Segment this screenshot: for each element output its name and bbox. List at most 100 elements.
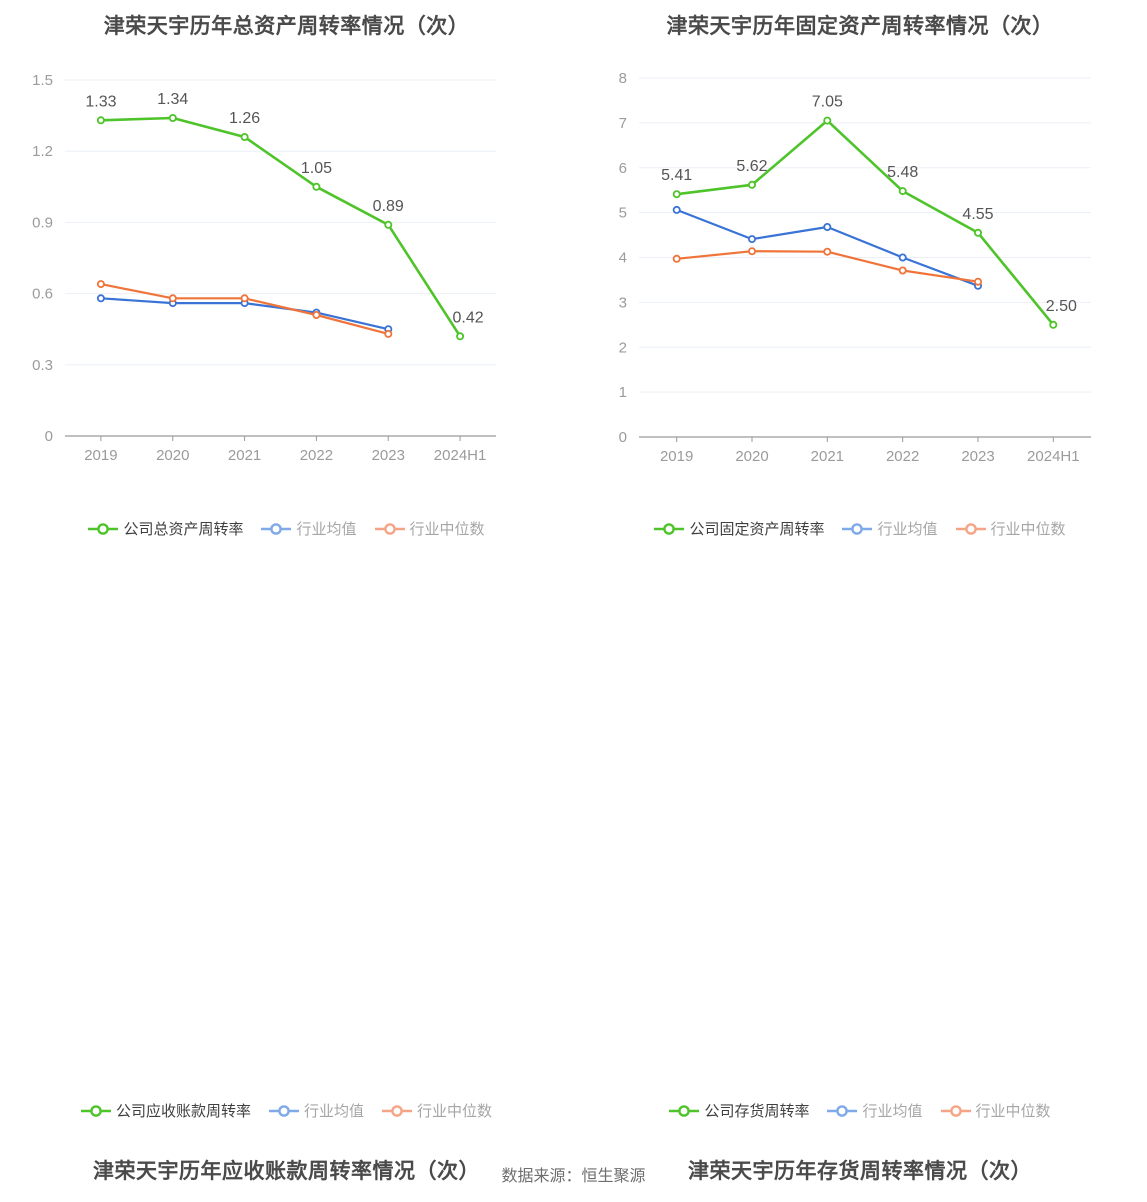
x-axis-tick-label: 2022 — [886, 448, 919, 465]
x-axis-tick-label: 2019 — [660, 448, 693, 465]
legend-marker-icon — [268, 1104, 299, 1117]
legend-item[interactable]: 行业均值 — [842, 518, 938, 539]
chart-panel-total-asset-turnover: 津荣天宇历年总资产周转率情况（次） 0 0.3 0.6 0.9 1.2 1.5 2019 20… — [0, 0, 573, 570]
y-axis-tick-label: 0.3 — [32, 357, 53, 374]
x-axis-tick-label: 2022 — [300, 447, 333, 464]
legend-marker-icon — [940, 1104, 971, 1117]
legend-marker-icon — [382, 1104, 412, 1117]
legend-marker-icon — [374, 522, 405, 535]
data-point-label: 1.34 — [157, 91, 188, 108]
x-axis-tick-label: 2021 — [228, 447, 261, 464]
chart-title: 津荣天宇历年应收账款周转率情况（次） — [93, 1160, 480, 1183]
legend-label: 行业均值 — [296, 521, 357, 538]
series-point-marker — [96, 294, 105, 303]
chart-legend: 公司存货周转率 行业均值 行业中位数 — [573, 1100, 1147, 1121]
series-point-marker — [898, 187, 907, 196]
series-line — [675, 250, 980, 283]
series-point-marker — [672, 254, 681, 263]
legend-label: 公司存货周转率 — [704, 1103, 810, 1120]
y-axis-tick-label: 4 — [619, 250, 627, 267]
legend-label: 公司应收账款周转率 — [115, 1103, 251, 1120]
line-chart-total-asset-turnover: 0 0.3 0.6 0.9 1.2 1.5 2019 2020 2021 2022 2023 2024… — [32, 72, 496, 464]
line-chart-receivables-turnover: 0123456201920202021202220232024H15.325.0… — [0, 570, 573, 1150]
data-point-label: 5.41 — [661, 167, 692, 184]
chart-title: 津荣天宇历年总资产周转率情况（次） — [103, 15, 470, 38]
y-axis-tick-label: 5 — [619, 205, 627, 222]
series-line — [99, 116, 462, 338]
y-axis-tick-label: 0 — [619, 429, 627, 446]
series-point-marker — [672, 205, 681, 214]
series-point-marker — [823, 116, 832, 125]
legend-item[interactable]: 行业中位数 — [955, 518, 1066, 539]
series-point-marker — [312, 182, 321, 191]
series-point-marker — [672, 190, 681, 199]
chart-legend: 公司总资产周转率 行业均值 行业中位数 — [0, 518, 573, 539]
series-point-marker — [898, 253, 907, 262]
data-point-label: 7.05 — [812, 94, 843, 111]
data-point-label: 0.89 — [373, 198, 404, 215]
x-axis-tick-label: 2024H1 — [1027, 448, 1080, 465]
series-point-marker — [96, 280, 105, 289]
x-axis-tick-label: 2019 — [84, 447, 117, 464]
series-line — [675, 119, 1055, 327]
y-axis-tick-label: 6 — [619, 160, 627, 177]
series-point-marker — [384, 329, 393, 338]
legend-item[interactable]: 公司固定资产周转率 — [654, 518, 824, 539]
legend-marker-icon — [842, 522, 873, 535]
y-axis-tick-label: 7 — [619, 115, 627, 132]
chart-legend: 公司应收账款周转率 行业均值 行业中位数 — [0, 1100, 573, 1121]
legend-item[interactable]: 公司总资产周转率 — [88, 518, 243, 539]
series-point-marker — [96, 116, 105, 125]
x-axis-tick-label: 2020 — [156, 447, 189, 464]
x-axis-tick-label: 2023 — [961, 448, 994, 465]
y-axis-tick-label: 3 — [619, 294, 627, 311]
legend-marker-icon — [669, 1104, 700, 1117]
legend-label: 公司固定资产周转率 — [689, 521, 825, 538]
series-point-marker — [973, 228, 982, 237]
series-point-marker — [823, 247, 832, 256]
series-point-marker — [747, 180, 756, 189]
y-axis-tick-label: 1.5 — [32, 72, 53, 89]
legend-item[interactable]: 行业中位数 — [374, 518, 485, 539]
series-point-marker — [456, 332, 465, 341]
chart-panel-fixed-asset-turnover: 津荣天宇历年固定资产周转率情况（次） 0 1 2 3 4 5 6 7 8 2019 2020 2021… — [573, 0, 1147, 570]
legend-label: 行业中位数 — [990, 521, 1066, 538]
series-point-marker — [747, 247, 756, 256]
chart-panel-receivables-turnover: 津荣天宇历年应收账款周转率情况（次） 012345620192020202120… — [0, 570, 573, 1183]
data-point-label: 5.48 — [887, 164, 918, 181]
series-point-marker — [168, 294, 177, 303]
data-point-label: 1.05 — [301, 160, 332, 177]
legend-marker-icon — [88, 522, 119, 535]
y-axis-tick-label: 0.6 — [32, 286, 53, 303]
legend-item[interactable]: 行业均值 — [261, 518, 357, 539]
series-point-marker — [747, 235, 756, 244]
chart-title: 津荣天宇历年固定资产周转率情况（次） — [666, 15, 1054, 38]
series-point-marker — [168, 114, 177, 123]
legend-label: 行业中位数 — [975, 1103, 1051, 1120]
legend-marker-icon — [827, 1104, 858, 1117]
legend-label: 公司总资产周转率 — [123, 521, 244, 538]
y-axis-tick-label: 1.2 — [32, 143, 53, 160]
y-axis-tick-label: 1 — [619, 384, 627, 401]
x-axis-tick-label: 2020 — [735, 448, 768, 465]
legend-label: 行业均值 — [862, 1103, 923, 1120]
legend-item[interactable]: 行业中位数 — [940, 1100, 1051, 1121]
chart-legend: 公司固定资产周转率 行业均值 行业中位数 — [573, 518, 1147, 539]
x-axis-tick-label: 2024H1 — [434, 447, 487, 464]
series-point-marker — [240, 294, 249, 303]
legend-item[interactable]: 行业均值 — [268, 1100, 364, 1121]
series-line — [99, 283, 390, 335]
data-source-footer: 数据来源：恒生聚源 — [501, 1168, 646, 1185]
legend-marker-icon — [654, 522, 685, 535]
line-chart-inventory-turnover: 012345201920202021202220232024H13.803.70… — [573, 570, 1147, 1150]
series-point-marker — [898, 266, 907, 275]
legend-item[interactable]: 公司应收账款周转率 — [80, 1100, 251, 1121]
legend-item[interactable]: 行业均值 — [827, 1100, 923, 1121]
legend-item[interactable]: 公司存货周转率 — [669, 1100, 809, 1121]
legend-item[interactable]: 行业中位数 — [382, 1100, 492, 1121]
chart-panel-inventory-turnover: 津荣天宇历年存货周转率情况（次） 01234520192020202120222… — [573, 570, 1147, 1183]
legend-label: 行业中位数 — [409, 521, 485, 538]
y-axis-tick-label: 0.9 — [32, 214, 53, 231]
series-point-marker — [384, 220, 393, 229]
